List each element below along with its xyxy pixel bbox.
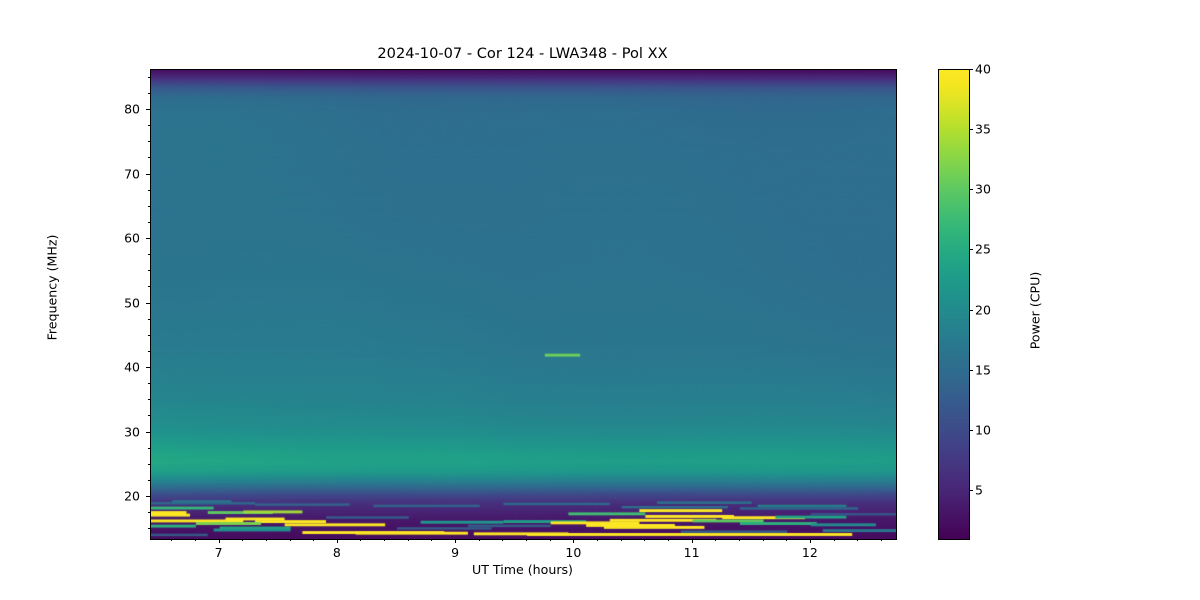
y-tick-minor [147, 399, 150, 401]
x-tick-minor [833, 539, 835, 541]
y-tick-minor [147, 157, 150, 159]
plot-title: 2024-10-07 - Cor 124 - LWA348 - Pol XX [377, 45, 668, 62]
x-tick-minor [762, 539, 764, 541]
y-tick-minor [147, 479, 150, 481]
x-tick-minor [171, 539, 173, 541]
y-tick-minor [147, 512, 150, 514]
y-tick-minor [147, 350, 150, 352]
x-tick-label: 11 [683, 545, 700, 560]
y-tick-minor [147, 415, 150, 417]
x-tick-minor [644, 539, 646, 541]
y-tick-major [146, 238, 150, 240]
colorbar-tick-label: 5 [975, 482, 983, 498]
y-tick-minor [147, 76, 150, 78]
y-tick-label: 40 [124, 359, 140, 375]
x-tick-label: 10 [565, 545, 582, 560]
x-tick-minor [360, 539, 362, 541]
colorbar-tick-label: 20 [975, 302, 991, 317]
x-tick-minor [526, 539, 528, 541]
y-tick-minor [147, 205, 150, 207]
x-tick-major [691, 539, 693, 543]
x-tick-minor [194, 539, 196, 541]
x-tick-minor [478, 539, 480, 541]
colorbar-tick [969, 309, 973, 311]
y-tick-minor [147, 125, 150, 127]
y-tick-minor [147, 189, 150, 191]
x-tick-label: 8 [332, 545, 341, 560]
x-tick-major [455, 539, 457, 543]
x-tick-major [336, 539, 338, 543]
x-tick-minor [431, 539, 433, 541]
y-tick-label: 80 [124, 101, 140, 117]
colorbar-tick-label: 10 [975, 422, 991, 438]
colorbar-tick [969, 429, 973, 431]
colorbar-label: Power (CPU) [1027, 271, 1043, 350]
colorbar-tick [969, 249, 973, 251]
colorbar-tick-label: 25 [975, 241, 991, 257]
y-tick-minor [147, 221, 150, 223]
x-tick-minor [738, 539, 740, 541]
y-tick-minor [147, 383, 150, 385]
colorbar-tick [969, 129, 973, 131]
colorbar-tick-label: 30 [975, 181, 991, 197]
colorbar-tick [969, 489, 973, 491]
x-tick-major [573, 539, 575, 543]
y-tick-minor [147, 270, 150, 272]
x-tick-minor [715, 539, 717, 541]
x-tick-label: 7 [214, 545, 223, 560]
colorbar-tick [969, 369, 973, 371]
y-tick-major [146, 367, 150, 369]
x-tick-minor [880, 539, 882, 541]
y-tick-label: 30 [124, 424, 140, 440]
y-tick-major [146, 173, 150, 175]
y-tick-minor [147, 334, 150, 336]
x-tick-major [218, 539, 220, 543]
y-tick-minor [147, 528, 150, 530]
x-tick-minor [597, 539, 598, 541]
y-tick-minor [147, 286, 150, 288]
colorbar-tick-label: 40 [975, 61, 991, 77]
colorbar-tick [969, 189, 973, 191]
y-tick-label: 60 [124, 230, 140, 246]
y-tick-minor [147, 254, 150, 256]
x-tick-minor [242, 539, 244, 541]
x-tick-minor [620, 539, 622, 541]
x-tick-minor [289, 539, 291, 541]
colorbar-tick-label: 35 [975, 121, 991, 137]
x-tick-minor [857, 539, 859, 541]
y-tick-label: 50 [124, 295, 140, 311]
x-tick-minor [786, 539, 788, 541]
y-tick-minor [147, 318, 150, 320]
x-tick-minor [265, 539, 267, 541]
colorbar-tick [969, 69, 973, 70]
x-tick-minor [313, 539, 315, 541]
y-tick-major [146, 496, 150, 498]
x-axis-label: UT Time (hours) [472, 562, 573, 577]
y-tick-minor [147, 463, 150, 465]
x-tick-minor [667, 539, 669, 541]
spectrogram-image [151, 70, 896, 539]
y-tick-major [146, 302, 150, 304]
colorbar[interactable] [938, 69, 970, 540]
y-tick-major [146, 108, 150, 110]
x-tick-label: 12 [801, 545, 818, 560]
x-tick-label: 9 [451, 545, 460, 560]
y-tick-minor [147, 447, 150, 449]
y-tick-major [146, 431, 150, 433]
y-axis-label: Frequency (MHz) [44, 234, 60, 341]
x-tick-minor [407, 539, 409, 541]
colorbar-tick-label: 15 [975, 362, 991, 378]
y-tick-label: 20 [124, 488, 140, 504]
colorbar-gradient [939, 70, 969, 539]
y-tick-minor [147, 141, 150, 143]
x-tick-minor [502, 539, 504, 541]
x-tick-minor [549, 539, 551, 541]
spectrogram-axes[interactable] [150, 69, 897, 540]
y-tick-minor [147, 92, 150, 94]
x-tick-minor [384, 539, 386, 541]
x-tick-major [809, 539, 811, 543]
y-tick-label: 70 [124, 166, 140, 181]
